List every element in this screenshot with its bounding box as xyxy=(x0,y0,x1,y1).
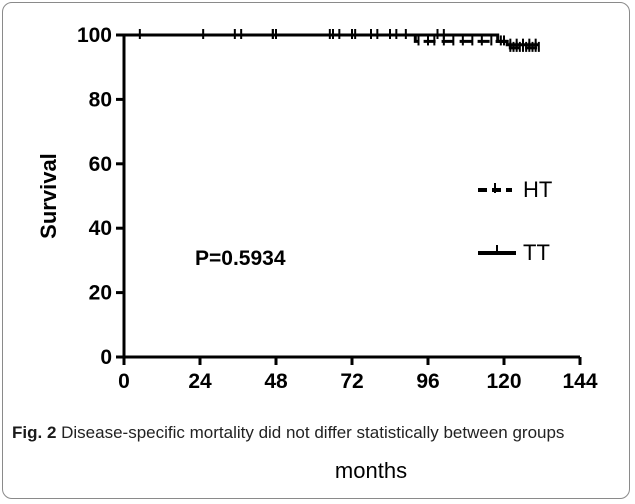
caption-label: Fig. 2 xyxy=(12,423,57,442)
x-tick-label: 48 xyxy=(264,370,288,393)
chart-marks: 0 20 40 60 80 100 0 24 48 72 96 120 144 xyxy=(77,24,598,393)
x-tick-label: 120 xyxy=(486,370,521,393)
series-line-ht xyxy=(124,33,539,50)
y-tick-label: 0 xyxy=(100,346,112,369)
y-axis-title: Survival xyxy=(36,153,61,239)
y-tick-label: 20 xyxy=(89,282,112,305)
caption-text: Disease-specific mortality did not diffe… xyxy=(56,423,565,442)
x-axis-title: months xyxy=(335,458,407,483)
p-value-annotation: P=0.5934 xyxy=(195,247,286,270)
x-tick-label: 144 xyxy=(562,370,597,393)
legend-label-ht: HT xyxy=(523,177,552,202)
y-tick-label: 80 xyxy=(89,88,112,111)
y-tick-label: 60 xyxy=(89,153,112,176)
y-tick-label: 100 xyxy=(77,24,112,47)
x-tick-label: 72 xyxy=(340,370,363,393)
y-tick-label: 40 xyxy=(89,217,112,240)
x-tick-label: 96 xyxy=(416,370,439,393)
x-tick-label: 24 xyxy=(188,370,212,393)
series-line-tt xyxy=(124,33,539,47)
legend-label-tt: TT xyxy=(523,240,550,265)
figure-frame xyxy=(2,2,630,499)
x-tick-label: 0 xyxy=(118,370,130,393)
figure-caption: Fig. 2 Disease-specific mortality did no… xyxy=(12,420,612,445)
